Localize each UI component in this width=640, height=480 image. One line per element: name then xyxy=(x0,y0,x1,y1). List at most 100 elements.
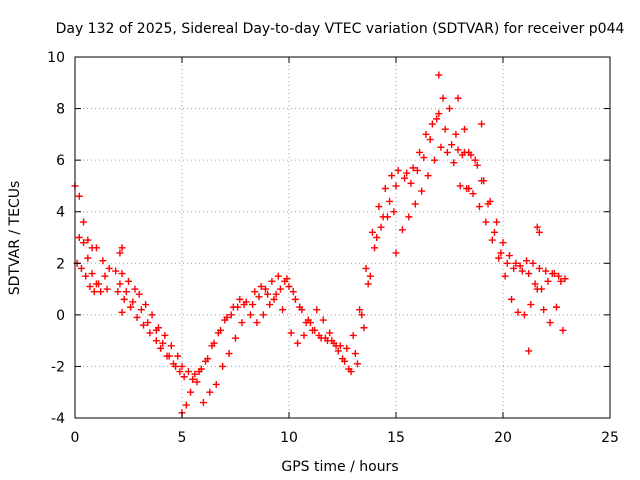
data-point xyxy=(448,141,456,149)
data-point xyxy=(510,264,518,272)
data-point xyxy=(321,334,329,342)
data-point xyxy=(227,311,235,319)
data-point xyxy=(319,316,327,324)
data-point xyxy=(146,329,154,337)
series-isolated-points xyxy=(116,71,543,355)
data-point xyxy=(133,313,141,321)
data-point xyxy=(189,375,197,383)
data-point xyxy=(315,331,323,339)
data-point xyxy=(535,228,543,236)
data-point xyxy=(527,301,535,309)
data-point xyxy=(279,306,287,314)
data-point xyxy=(493,218,501,226)
x-axis-label: GPS time / hours xyxy=(281,459,398,475)
data-point xyxy=(291,295,299,303)
series-track-c xyxy=(75,110,565,383)
data-point xyxy=(538,285,546,293)
data-point xyxy=(142,301,150,309)
data-point xyxy=(187,388,195,396)
data-point xyxy=(520,311,528,319)
data-point xyxy=(394,166,402,174)
data-point xyxy=(86,282,94,290)
data-point xyxy=(388,172,396,180)
data-point xyxy=(236,295,244,303)
data-point xyxy=(90,288,98,296)
data-point xyxy=(75,192,83,200)
data-point xyxy=(401,174,409,182)
data-point xyxy=(221,316,229,324)
data-point xyxy=(174,352,182,360)
data-point xyxy=(441,125,449,133)
data-point xyxy=(82,272,90,280)
data-point xyxy=(84,236,92,244)
data-point xyxy=(246,311,254,319)
data-point xyxy=(180,373,188,381)
data-point xyxy=(467,151,475,159)
x-tick-label: 5 xyxy=(178,430,187,446)
data-point xyxy=(283,275,291,283)
data-point xyxy=(486,197,494,205)
data-point xyxy=(546,319,554,327)
data-point xyxy=(148,311,156,319)
y-tick-label: 10 xyxy=(47,50,65,66)
data-point xyxy=(533,223,541,231)
grid-layer xyxy=(75,57,610,418)
data-point xyxy=(80,218,88,226)
data-point xyxy=(225,350,233,358)
data-point xyxy=(178,362,186,370)
y-axis-label: SDTVAR / TECUs xyxy=(7,181,23,296)
data-point xyxy=(114,288,122,296)
data-point xyxy=(360,324,368,332)
data-point xyxy=(287,329,295,337)
data-point xyxy=(253,319,261,327)
data-point xyxy=(443,148,451,156)
data-point xyxy=(454,146,462,154)
series-track-a xyxy=(71,94,569,378)
data-point xyxy=(259,311,267,319)
data-point xyxy=(398,226,406,234)
data-point xyxy=(80,239,88,247)
data-point xyxy=(542,267,550,275)
data-point xyxy=(255,293,263,301)
y-tick-label: -4 xyxy=(51,411,65,427)
data-point xyxy=(234,303,242,311)
data-point xyxy=(516,262,524,270)
data-point xyxy=(99,257,107,265)
y-tick-label: 4 xyxy=(56,205,65,221)
data-point xyxy=(294,339,302,347)
data-point xyxy=(529,259,537,267)
data-point xyxy=(508,295,516,303)
data-point xyxy=(362,264,370,272)
data-point xyxy=(240,301,248,309)
data-point xyxy=(405,213,413,221)
data-point xyxy=(475,203,483,211)
data-point xyxy=(392,182,400,190)
data-point xyxy=(347,368,355,376)
data-point xyxy=(446,105,453,113)
data-point xyxy=(465,185,473,193)
data-point xyxy=(289,288,297,296)
data-point xyxy=(557,277,565,285)
data-point xyxy=(403,169,411,177)
data-point xyxy=(276,285,284,293)
data-point xyxy=(469,190,477,198)
data-point xyxy=(351,350,359,358)
data-point xyxy=(300,331,308,339)
data-point xyxy=(97,288,105,296)
data-point xyxy=(482,218,490,226)
plot-border xyxy=(74,56,611,419)
data-point xyxy=(268,277,276,285)
data-point xyxy=(497,249,505,257)
data-point xyxy=(169,360,177,368)
y-tick-label: 6 xyxy=(56,153,65,169)
data-point xyxy=(561,275,569,283)
data-point xyxy=(127,303,135,311)
data-point xyxy=(195,368,203,376)
data-point xyxy=(503,259,511,267)
data-point xyxy=(163,352,171,360)
data-point xyxy=(139,321,147,329)
data-point xyxy=(454,94,462,102)
data-point xyxy=(488,236,496,244)
data-point xyxy=(428,120,436,128)
